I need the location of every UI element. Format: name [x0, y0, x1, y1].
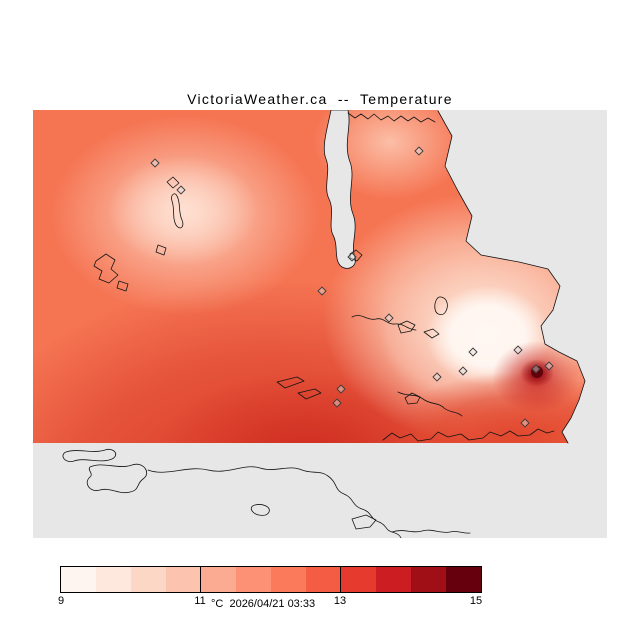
colorbar-segment — [341, 567, 376, 592]
temperature-map — [33, 110, 607, 538]
water-mask — [324, 110, 607, 443]
colorbar-tick-label-15: 15 — [469, 595, 483, 607]
station-marker — [336, 384, 346, 394]
colorbar — [60, 566, 482, 593]
station-marker — [458, 366, 468, 376]
station-marker — [531, 364, 541, 374]
station-marker — [414, 146, 424, 156]
colorbar-tick-label-11: 11 — [194, 595, 206, 607]
colorbar-tick-label-9: 9 — [57, 595, 65, 607]
colorbar-segment — [306, 567, 341, 592]
saanich-inlet-water — [324, 110, 356, 269]
station-marker — [544, 361, 554, 371]
station-marker — [176, 185, 186, 195]
station-marker — [384, 313, 394, 323]
station-marker — [150, 158, 160, 168]
station-marker — [332, 398, 342, 408]
station-markers — [150, 146, 554, 428]
colorbar-tick-label-13: 13 — [333, 595, 347, 607]
colorbar-tick-line-11 — [200, 566, 201, 592]
station-marker — [513, 345, 523, 355]
colorbar-segment — [61, 567, 96, 592]
station-marker — [468, 347, 478, 357]
station-marker — [317, 286, 327, 296]
colorbar-segment — [131, 567, 166, 592]
colorbar-segment — [96, 567, 131, 592]
colorbar-segment — [201, 567, 236, 592]
page-title: VictoriaWeather.ca -- Temperature — [187, 91, 453, 107]
coastlines — [62, 110, 586, 538]
colorbar-segment — [376, 567, 411, 592]
colorbar-tick-line-13 — [340, 566, 341, 592]
station-marker — [520, 418, 530, 428]
colorbar-segment — [271, 567, 306, 592]
colorbar-segment — [166, 567, 201, 592]
colorbar-segment — [411, 567, 446, 592]
colorbar-segment — [236, 567, 271, 592]
strait-water-east — [438, 110, 607, 443]
station-marker — [347, 252, 357, 262]
colorbar-segments — [61, 567, 481, 592]
colorbar-unit-timestamp: °C 2026/04/21 03:33 — [211, 598, 316, 610]
colorbar-segment — [446, 567, 481, 592]
station-marker — [432, 372, 442, 382]
